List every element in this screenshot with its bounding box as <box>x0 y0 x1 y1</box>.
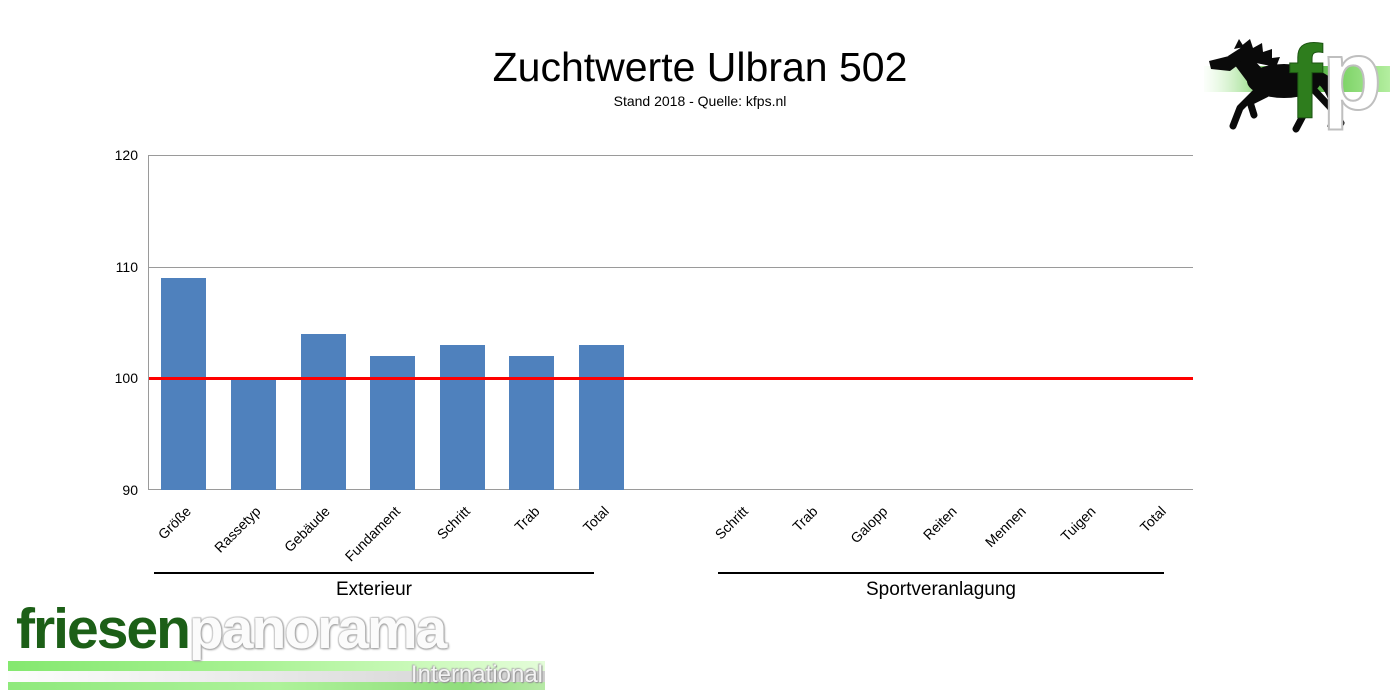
bar-total <box>578 344 624 490</box>
horse-logo-graphic: p f <box>1204 19 1390 142</box>
bar-fundament <box>370 356 416 490</box>
chart-subtitle: Stand 2018 - Quelle: kfps.nl <box>613 93 787 109</box>
footer-logo: friesenpanorama International <box>8 601 545 697</box>
group-underline-sportveranlagung <box>718 572 1164 574</box>
bar-schritt <box>439 344 485 490</box>
bar-rassetyp <box>230 378 276 490</box>
footer-band-stripe-green-top <box>8 661 545 671</box>
group-label-exterieur: Exterieur <box>335 579 413 600</box>
plot-area <box>148 155 1193 490</box>
y-tick-label-110: 110 <box>115 258 138 275</box>
footer-logo-word-friesen: friesen <box>16 597 191 661</box>
footer-logo-word-panorama: panorama <box>188 597 447 661</box>
footer-band-stripe-gray <box>8 671 545 682</box>
gridline-120 <box>149 155 1193 156</box>
group-label-sportveranlagung: Sportveranlagung <box>866 579 1016 600</box>
y-tick-label-120: 120 <box>114 147 138 163</box>
logo-letter-f: f <box>1288 25 1323 136</box>
bar-größe <box>161 277 207 490</box>
bar-trab <box>509 356 555 490</box>
x-axis-labels: Größe Rassetyp Gebäude Fundament Schritt Trab… <box>154 503 1169 565</box>
footer-logo-international: International <box>410 661 543 688</box>
y-tick-label-100: 100 <box>114 370 138 387</box>
footer-logo-wordmark: friesenpanorama <box>16 601 447 658</box>
y-axis-labels: 120 110 100 90 <box>80 147 138 498</box>
footer-band-stripe-green-bottom <box>8 682 545 690</box>
gridline-90 <box>149 489 1193 490</box>
horse-legs <box>1229 86 1345 133</box>
reference-line-100 <box>149 377 1193 381</box>
chart-title: Zuchtwerte Ulbran 502 <box>492 44 908 90</box>
y-tick-label-90: 90 <box>122 482 138 498</box>
friesenpanorama-corner-logo: p f <box>1204 2 1390 142</box>
bar-gebäude <box>300 333 346 490</box>
logo-letter-p: p <box>1322 20 1382 130</box>
footer-logo-band <box>8 661 545 690</box>
group-underline-exterieur <box>154 572 594 574</box>
gridline-110 <box>149 266 1193 268</box>
